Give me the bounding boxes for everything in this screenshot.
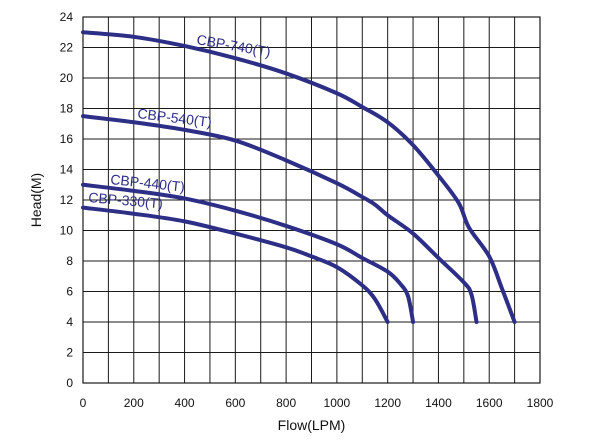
x-tick-label: 1400 [425,396,452,410]
y-tick-label: 22 [60,41,74,55]
pump-curve-cbp-740-t [81,30,517,324]
y-tick-label: 4 [66,315,73,329]
y-tick-label: 18 [60,102,74,116]
y-tick-label: 0 [66,376,73,390]
pump-curve-cbp-330-t [81,205,390,324]
x-axis-title: Flow(LPM) [278,417,346,433]
pump-curve-cbp-540-t [81,114,479,324]
y-axis-title: Head(M) [28,173,44,227]
tick-labels: 0 200 400 600 800 1000 1200 1400 1600 18000246810… [60,10,554,410]
y-tick-label: 20 [60,71,74,85]
y-tick-label: 6 [66,285,73,299]
x-tick-label: 800 [276,396,296,410]
y-tick-label: 14 [60,163,74,177]
y-tick-label: 10 [60,224,74,238]
x-tick-label: 1600 [476,396,503,410]
x-tick-label: 600 [225,396,245,410]
x-tick-label: 400 [175,396,195,410]
x-tick-label: 0 [80,396,87,410]
y-tick-label: 12 [60,193,74,207]
y-tick-label: 2 [66,346,73,360]
y-tick-label: 24 [60,10,74,24]
x-tick-label: 200 [124,396,144,410]
pump-curves [81,30,517,324]
x-tick-label: 1200 [374,396,401,410]
y-tick-label: 16 [60,132,74,146]
series-label: CBP-440(T) [110,171,186,195]
plot-frame [82,16,541,384]
pump-curve-cbp-440-t [81,182,416,324]
x-tick-label: 1000 [324,396,351,410]
x-tick-label: 1800 [527,396,554,410]
y-tick-label: 8 [66,254,73,268]
series-label: CBP-330(T) [88,189,164,211]
